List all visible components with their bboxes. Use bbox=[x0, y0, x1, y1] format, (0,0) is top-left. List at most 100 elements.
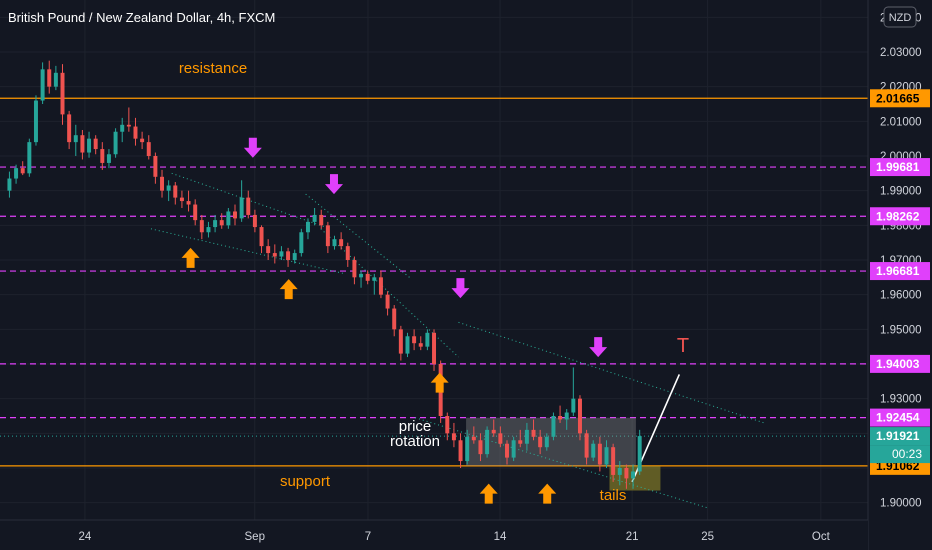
candle-body bbox=[206, 227, 211, 233]
candle-body bbox=[524, 429, 529, 444]
time-tick-label: 7 bbox=[365, 531, 371, 543]
time-tick-label: Sep bbox=[245, 531, 265, 543]
candle-body bbox=[80, 135, 85, 153]
time-tick-label: 25 bbox=[701, 531, 714, 543]
candle-body bbox=[106, 154, 111, 163]
candle-body bbox=[133, 126, 138, 139]
candle-body bbox=[584, 433, 589, 458]
level-price-tag-text: 1.99681 bbox=[876, 160, 920, 174]
candle-body bbox=[425, 332, 430, 347]
candle-body bbox=[252, 214, 257, 228]
candle-body bbox=[604, 447, 609, 465]
candle-body bbox=[365, 273, 370, 281]
price-rotation-label-line2: rotation bbox=[390, 433, 440, 450]
trendline bbox=[305, 193, 410, 278]
candles bbox=[7, 60, 642, 489]
candle-body bbox=[113, 131, 118, 155]
resistance-label: resistance bbox=[179, 60, 247, 77]
candle-body bbox=[558, 416, 563, 420]
level-price-tag-text: 1.98262 bbox=[876, 209, 920, 223]
candle-body bbox=[53, 72, 58, 87]
candle-body bbox=[405, 336, 410, 354]
candle-body bbox=[471, 436, 476, 441]
candle-body bbox=[478, 440, 483, 455]
candle-body bbox=[160, 176, 165, 191]
candle-body bbox=[325, 225, 330, 247]
candle-body bbox=[73, 135, 78, 143]
candle-body bbox=[173, 185, 178, 198]
level-price-tag-text: 1.94003 bbox=[876, 357, 920, 371]
price-tick-label: 1.99000 bbox=[880, 186, 922, 198]
candle-body bbox=[299, 232, 304, 254]
price-tick-label: 1.95000 bbox=[880, 324, 922, 336]
candle-body bbox=[266, 246, 271, 254]
price-tick-label: 2.03000 bbox=[880, 47, 922, 59]
candle-body bbox=[352, 260, 357, 278]
target-label: T bbox=[677, 335, 689, 357]
price-levels bbox=[0, 97, 868, 467]
candle-body bbox=[511, 440, 516, 458]
candle-body bbox=[27, 142, 32, 174]
level-price-tag-text: 1.96681 bbox=[876, 264, 920, 278]
candle-body bbox=[292, 253, 297, 260]
candle-body bbox=[617, 468, 622, 475]
candle-body bbox=[40, 69, 45, 101]
time-tick-label: 14 bbox=[494, 531, 507, 543]
level-price-tag-text: 2.01665 bbox=[876, 91, 920, 105]
candle-body bbox=[538, 436, 543, 448]
time-axis-bg bbox=[0, 520, 868, 550]
candle-body bbox=[385, 294, 390, 309]
candle-body bbox=[372, 277, 377, 281]
level-price-tag bbox=[870, 207, 930, 226]
candle-body bbox=[345, 246, 350, 260]
down-arrow-icon bbox=[589, 337, 608, 358]
candle-body bbox=[246, 197, 251, 215]
candle-body bbox=[179, 197, 184, 202]
candle-body bbox=[359, 273, 364, 278]
price-tick-label: 1.90000 bbox=[880, 498, 922, 510]
candle-body bbox=[213, 220, 218, 228]
price-tick-label: 1.96000 bbox=[880, 290, 922, 302]
time-tick-label: 21 bbox=[626, 531, 639, 543]
candle-body bbox=[93, 138, 98, 150]
up-arrow-icon bbox=[479, 483, 498, 504]
level-price-tag bbox=[870, 408, 930, 427]
candle-body bbox=[631, 471, 636, 479]
candle-body bbox=[564, 412, 569, 420]
down-arrow-icon bbox=[324, 174, 343, 195]
candle-body bbox=[339, 239, 344, 247]
candle-body bbox=[219, 220, 224, 226]
time-axis[interactable]: 24 Sep 7 14 21 25 Oct bbox=[0, 519, 868, 550]
candle-body bbox=[146, 142, 151, 156]
level-price-tag bbox=[870, 158, 930, 177]
chart-title: British Pound / New Zealand Dollar, 4h, … bbox=[8, 10, 275, 25]
annotation-boxes bbox=[466, 417, 661, 491]
candle-body bbox=[591, 443, 596, 458]
candle-body bbox=[100, 149, 105, 163]
currency-badge[interactable]: NZD bbox=[883, 6, 917, 28]
down-arrow-icon bbox=[451, 278, 470, 299]
candle-body bbox=[451, 433, 456, 441]
price-rotation-box bbox=[466, 417, 636, 466]
candle-body bbox=[120, 124, 125, 132]
candle-body bbox=[272, 253, 277, 257]
candle-body bbox=[432, 332, 437, 364]
level-price-tag bbox=[870, 89, 930, 108]
price-rotation-label-line1: price bbox=[399, 418, 432, 435]
candle-body bbox=[491, 429, 496, 434]
time-tick-label: 24 bbox=[79, 531, 92, 543]
countdown-text: 00:23 bbox=[892, 447, 922, 461]
candle-body bbox=[531, 429, 536, 437]
level-price-tag-text: 1.92454 bbox=[876, 411, 920, 425]
candle-body bbox=[611, 447, 616, 475]
current-price-tag bbox=[870, 427, 930, 446]
candle-body bbox=[418, 343, 423, 347]
candle-body bbox=[279, 251, 284, 257]
level-price-tag bbox=[870, 354, 930, 373]
candle-body bbox=[33, 100, 38, 143]
text-annotations: resistance support price rotation tails … bbox=[179, 60, 689, 504]
candle-body bbox=[458, 440, 463, 462]
candle-body bbox=[637, 436, 642, 472]
candle-body bbox=[624, 468, 629, 479]
